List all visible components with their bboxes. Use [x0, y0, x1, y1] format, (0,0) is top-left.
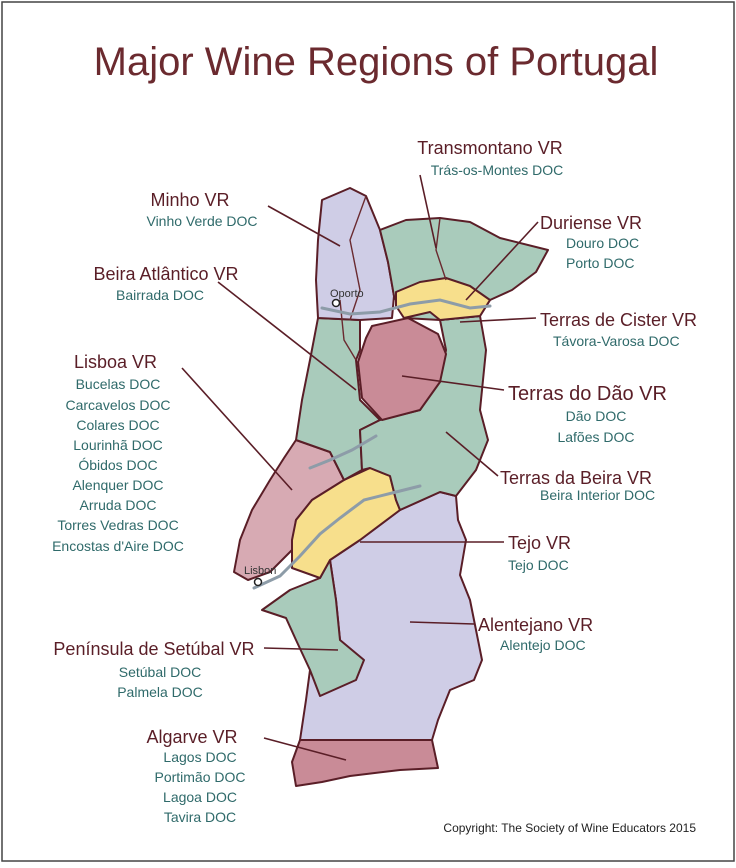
vr-label: Duriense VR	[540, 213, 642, 233]
vr-label: Tejo VR	[508, 533, 571, 553]
copyright-note: Copyright: The Society of Wine Educators…	[443, 821, 696, 835]
river-tejo	[252, 484, 422, 590]
doc-label: Óbidos DOC	[78, 457, 157, 473]
vr-label: Terras da Beira VR	[500, 468, 652, 488]
doc-label: Távora-Varosa DOC	[553, 333, 680, 349]
label-transmontano: Transmontano VR Trás-os-Montes DOC	[417, 138, 563, 178]
doc-label: Colares DOC	[76, 417, 159, 433]
doc-label: Setúbal DOC	[119, 664, 201, 680]
label-terras-do-dao: Terras do Dão VR Dão DOC Lafões DOC	[508, 383, 667, 445]
cities: Oporto Lisbon	[244, 288, 364, 587]
label-lisboa: Lisboa VR Bucelas DOC Carcavelos DOC Col…	[52, 352, 184, 554]
doc-label: Palmela DOC	[117, 684, 203, 700]
doc-label: Vinho Verde DOC	[146, 213, 257, 229]
doc-label: Encostas d'Aire DOC	[52, 538, 184, 554]
doc-label: Lagos DOC	[163, 749, 236, 765]
rivers	[252, 298, 492, 590]
region-terras-do-dao	[357, 317, 447, 421]
label-algarve: Algarve VR Lagos DOC Portimão DOC Lagoa …	[146, 727, 245, 825]
region-duriense	[395, 277, 491, 321]
doc-label: Alentejo DOC	[500, 637, 586, 653]
doc-label: Bairrada DOC	[116, 287, 204, 303]
label-beira-atlantico: Beira Atlântico VR Bairrada DOC	[93, 264, 238, 303]
doc-label: Lafões DOC	[557, 429, 634, 445]
doc-label: Beira Interior DOC	[540, 487, 655, 503]
region-algarve	[291, 739, 439, 787]
doc-label: Carcavelos DOC	[65, 397, 170, 413]
river-douro	[320, 298, 492, 316]
doc-label: Bucelas DOC	[76, 376, 161, 392]
river-mondego	[308, 434, 378, 470]
label-duriense: Duriense VR Douro DOC Porto DOC	[540, 213, 642, 271]
doc-label: Lourinhã DOC	[73, 437, 163, 453]
doc-label: Tejo DOC	[508, 557, 569, 573]
vr-label: Alentejano VR	[478, 615, 593, 635]
vr-label: Algarve VR	[146, 727, 237, 747]
vr-label: Lisboa VR	[74, 352, 157, 372]
label-setubal: Península de Setúbal VR Setúbal DOC Palm…	[53, 639, 254, 700]
vr-label: Beira Atlântico VR	[93, 264, 238, 284]
doc-label: Douro DOC	[566, 235, 639, 251]
label-terras-da-beira: Terras da Beira VR Beira Interior DOC	[500, 468, 655, 503]
doc-label: Portimão DOC	[154, 769, 245, 785]
doc-label: Trás-os-Montes DOC	[431, 162, 564, 178]
vr-label: Transmontano VR	[417, 138, 562, 158]
map-regions	[233, 187, 549, 787]
doc-label: Torres Vedras DOC	[57, 517, 178, 533]
label-minho: Minho VR Vinho Verde DOC	[146, 190, 257, 229]
leader-lines	[181, 174, 539, 761]
vr-label: Terras do Dão VR	[508, 383, 667, 405]
doc-label: Alenquer DOC	[72, 477, 163, 493]
city-oporto: Oporto	[330, 288, 364, 300]
doc-label: Arruda DOC	[79, 497, 156, 513]
label-alentejano: Alentejano VR Alentejo DOC	[478, 615, 593, 653]
city-lisbon: Lisbon	[244, 565, 276, 577]
doc-label: Tavira DOC	[164, 809, 236, 825]
doc-label: Lagoa DOC	[163, 789, 237, 805]
vr-label: Península de Setúbal VR	[53, 639, 254, 659]
doc-label: Dão DOC	[566, 408, 627, 424]
label-tejo: Tejo VR Tejo DOC	[508, 533, 571, 573]
label-terras-de-cister: Terras de Cister VR Távora-Varosa DOC	[540, 310, 697, 349]
oporto-marker	[331, 298, 341, 308]
vr-label: Terras de Cister VR	[540, 310, 697, 330]
map-title: Major Wine Regions of Portugal	[94, 40, 659, 84]
vr-label: Minho VR	[150, 190, 229, 210]
lisbon-marker	[253, 577, 263, 587]
doc-label: Porto DOC	[566, 255, 634, 271]
